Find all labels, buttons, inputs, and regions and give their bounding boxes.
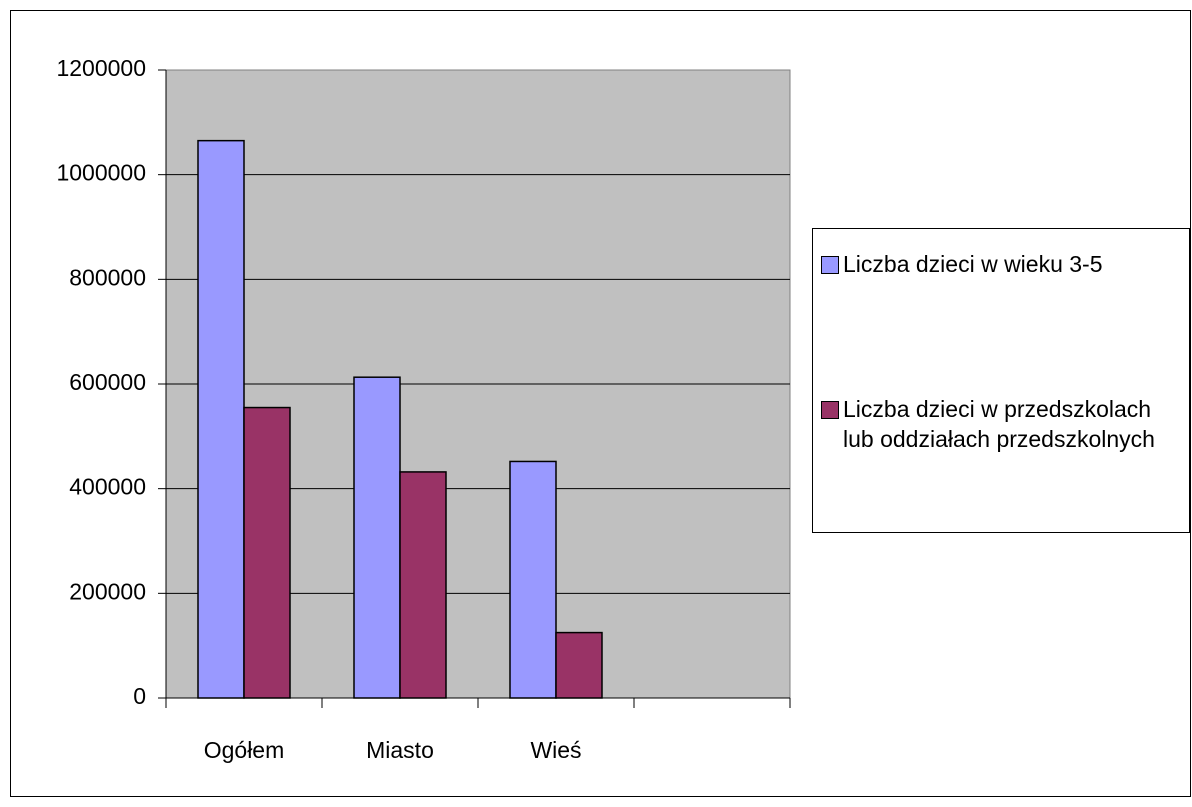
x-tick-label: Ogółem [204, 737, 285, 763]
x-tick-label: Wieś [530, 737, 581, 763]
x-tick-label: Miasto [366, 737, 434, 763]
legend: Liczba dzieci w wieku 3-5 Liczba dzieci w… [812, 228, 1190, 533]
bar [399, 471, 447, 699]
legend-swatch [821, 401, 839, 419]
y-tick-label: 400000 [69, 474, 146, 500]
y-tick-label: 1200000 [56, 55, 146, 81]
legend-swatch [821, 256, 839, 274]
legend-label: Liczba dzieci w przedszkolach lub oddzia… [843, 396, 1155, 452]
bar [197, 139, 245, 699]
bar [555, 631, 603, 699]
legend-label: Liczba dzieci w wieku 3-5 [843, 251, 1103, 277]
y-tick-label: 0 [133, 683, 146, 709]
legend-item: Liczba dzieci w wieku 3-5 [821, 249, 1183, 279]
legend-item: Liczba dzieci w przedszkolach lub oddzia… [821, 394, 1183, 454]
y-tick-label: 800000 [69, 264, 146, 290]
y-tick-label: 1000000 [56, 160, 146, 186]
y-tick-label: 600000 [69, 369, 146, 395]
bar [243, 406, 291, 699]
bar [353, 376, 401, 699]
y-tick-label: 200000 [69, 578, 146, 604]
bar [509, 460, 557, 699]
